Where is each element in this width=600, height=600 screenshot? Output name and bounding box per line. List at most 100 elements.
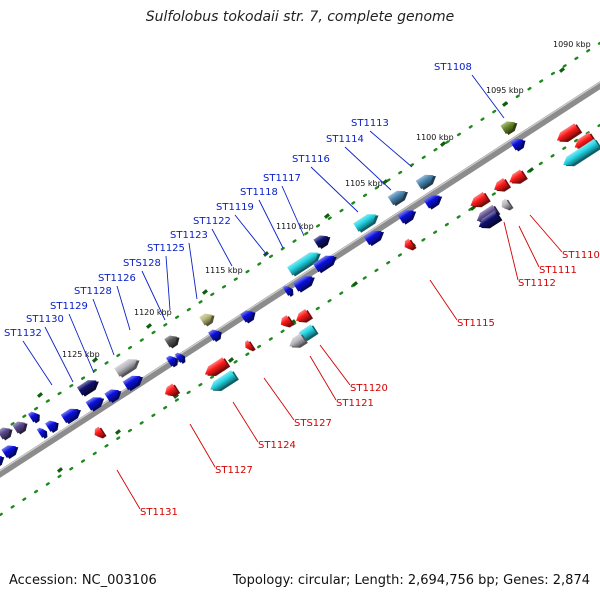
gene-glyph: [296, 308, 314, 323]
gene-label-st1115[interactable]: ST1115: [457, 318, 495, 329]
gene-label-st1117[interactable]: ST1117: [263, 173, 301, 184]
scale-tick: [528, 167, 534, 173]
gene-label-st1126[interactable]: ST1126: [98, 273, 136, 284]
gene-glyph: [114, 359, 140, 378]
gene-glyph: [478, 210, 503, 229]
gene-label-st1125[interactable]: ST1125: [147, 243, 185, 254]
gene-label-st1123[interactable]: ST1123: [170, 230, 208, 241]
leader-line: [141, 270, 166, 321]
gene-labels: ST1108 ST1113 ST1114 ST1116 ST1117 ST1118 ST11…: [4, 62, 600, 518]
leader-line: [281, 185, 305, 237]
label-leader-lines: [22, 74, 563, 510]
gene-label-st1119[interactable]: ST1119: [216, 202, 254, 213]
leader-line: [44, 326, 74, 383]
gene-glyph: [199, 313, 215, 327]
gene-glyph: [500, 121, 518, 136]
gene-label-st1128[interactable]: ST1128: [74, 286, 112, 297]
leader-line: [234, 214, 268, 256]
gene-label-st1132[interactable]: ST1132: [4, 328, 42, 339]
gene-glyph: [556, 123, 583, 142]
leader-line: [263, 377, 295, 421]
gene-glyph: [60, 408, 82, 425]
gene-label-sts128[interactable]: STS128: [123, 258, 161, 269]
leader-line: [116, 469, 141, 510]
gene-glyph: [282, 285, 294, 297]
gene-label-st1131[interactable]: ST1131: [140, 507, 178, 518]
scale-label: 1090 kbp: [553, 40, 591, 49]
gene-label-st1111[interactable]: ST1111: [539, 265, 577, 276]
gene-glyph: [240, 310, 256, 324]
gene-label-st1110[interactable]: ST1110: [562, 250, 600, 261]
leader-line: [68, 313, 95, 374]
scale-label: 1125 kbp: [62, 350, 100, 359]
gene-glyph: [470, 191, 491, 208]
gene-glyph: [292, 276, 315, 293]
leader-line: [471, 74, 505, 119]
gene-glyph: [0, 427, 13, 441]
gene-glyph: [204, 357, 231, 376]
gene-label-st1112[interactable]: ST1112: [518, 278, 556, 289]
scale-tick: [146, 323, 152, 329]
gene-glyph: [76, 380, 99, 397]
leader-line: [429, 279, 458, 321]
scale-label: 1115 kbp: [205, 266, 243, 275]
gene-glyph: [387, 190, 409, 207]
scale-tick: [502, 101, 508, 107]
gene-label-st1114[interactable]: ST1114: [326, 134, 364, 145]
leader-line: [189, 423, 216, 468]
gene-glyph: [174, 352, 186, 364]
gene-label-st1118[interactable]: ST1118: [240, 187, 278, 198]
scale-label: 1105 kbp: [345, 179, 383, 188]
leader-line: [310, 166, 359, 213]
gene-label-st1113[interactable]: ST1113: [351, 118, 389, 129]
leader-line: [92, 298, 115, 356]
gene-glyph: [208, 329, 222, 342]
gene-label-st1124[interactable]: ST1124: [258, 440, 296, 451]
gene-label-st1127[interactable]: ST1127: [215, 465, 253, 476]
gene-label-st1121[interactable]: ST1121: [336, 398, 374, 409]
scale-tick: [92, 357, 98, 363]
gene-glyph: [313, 255, 337, 274]
gene-glyph: [0, 455, 5, 470]
scale-tick: [324, 213, 330, 219]
leader-line: [518, 225, 540, 268]
scale-tick: [559, 67, 565, 73]
scale-marks: [37, 67, 565, 473]
leader-line: [529, 214, 563, 253]
leader-line: [165, 255, 171, 311]
leader-line: [188, 242, 198, 300]
gene-glyph: [501, 198, 514, 211]
scale-tick: [57, 467, 63, 473]
gene-glyph: [1, 445, 19, 460]
gene-glyph: [45, 420, 59, 433]
leader-line: [211, 228, 233, 267]
gene-glyph: [164, 335, 180, 349]
gene-glyph: [287, 252, 321, 277]
gene-label-st1129[interactable]: ST1129: [50, 301, 88, 312]
gene-features: [0, 121, 600, 470]
gene-glyph: [12, 421, 28, 435]
gene-glyph: [494, 177, 512, 192]
gene-label-st1130[interactable]: ST1130: [26, 314, 64, 325]
gene-label-sts127[interactable]: STS127: [294, 418, 332, 429]
leader-line: [503, 221, 519, 281]
scale-label: 1110 kbp: [276, 222, 314, 231]
leader-line: [369, 130, 413, 168]
gene-label-st1108[interactable]: ST1108: [434, 62, 472, 73]
accession-label: Accession: NC_003106: [9, 573, 157, 588]
gene-glyph: [574, 132, 597, 149]
gene-glyph: [164, 383, 181, 397]
gene-label-st1116[interactable]: ST1116: [292, 154, 330, 165]
leader-line: [116, 285, 131, 331]
leader-line: [22, 340, 53, 386]
gene-glyph: [165, 355, 178, 368]
gene-glyph: [363, 230, 385, 247]
gene-label-st1120[interactable]: ST1120: [350, 383, 388, 394]
gene-glyph: [36, 427, 48, 439]
scale-tick: [115, 429, 121, 435]
gene-glyph: [509, 169, 528, 184]
scale-label: 1095 kbp: [486, 86, 524, 95]
gene-label-st1122[interactable]: ST1122: [193, 216, 231, 227]
gene-glyph: [563, 138, 600, 167]
leader-line: [258, 199, 284, 249]
